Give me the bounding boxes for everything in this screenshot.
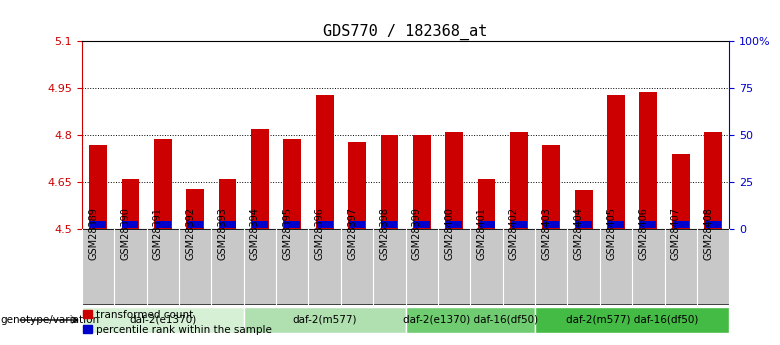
Text: GSM28398: GSM28398: [379, 207, 389, 259]
Text: GDS770 / 182368_at: GDS770 / 182368_at: [324, 23, 488, 40]
Bar: [576, 221, 592, 228]
Bar: [90, 221, 106, 228]
Bar: [218, 179, 236, 229]
Text: GSM28399: GSM28399: [412, 207, 422, 259]
Bar: [511, 221, 527, 228]
Bar: [542, 145, 560, 229]
Bar: [122, 179, 140, 229]
Text: GSM28391: GSM28391: [153, 207, 163, 259]
Legend: transformed count, percentile rank within the sample: transformed count, percentile rank withi…: [80, 306, 276, 339]
Text: GSM28401: GSM28401: [477, 207, 487, 259]
Bar: [89, 145, 107, 229]
Bar: [413, 136, 431, 229]
Bar: [187, 221, 204, 228]
Bar: [317, 221, 333, 228]
Bar: [82, 307, 243, 333]
Bar: [251, 129, 269, 229]
Bar: [284, 221, 300, 228]
Bar: [607, 95, 625, 229]
Text: GSM28408: GSM28408: [703, 207, 713, 259]
Bar: [478, 221, 495, 228]
Bar: [640, 91, 658, 229]
Bar: [186, 189, 204, 229]
Bar: [535, 307, 729, 333]
Text: GSM28392: GSM28392: [185, 207, 195, 260]
Text: GSM28407: GSM28407: [671, 207, 681, 260]
Bar: [477, 179, 495, 229]
Bar: [575, 190, 593, 229]
Bar: [704, 132, 722, 229]
Bar: [543, 221, 559, 228]
Bar: [406, 307, 535, 333]
Bar: [705, 221, 722, 228]
Text: GSM28403: GSM28403: [541, 207, 551, 259]
Bar: [640, 221, 657, 228]
Text: GSM28395: GSM28395: [282, 207, 292, 260]
Bar: [349, 221, 365, 228]
Bar: [348, 142, 366, 229]
Bar: [252, 221, 268, 228]
Text: genotype/variation: genotype/variation: [1, 315, 100, 325]
Text: daf-2(m577) daf-16(df50): daf-2(m577) daf-16(df50): [566, 315, 698, 325]
Bar: [445, 132, 463, 229]
Text: daf-2(e1370) daf-16(df50): daf-2(e1370) daf-16(df50): [402, 315, 538, 325]
Bar: [672, 221, 689, 228]
Bar: [154, 221, 171, 228]
Text: GSM28400: GSM28400: [444, 207, 454, 259]
Text: GSM28402: GSM28402: [509, 207, 519, 260]
Bar: [672, 154, 690, 229]
Bar: [446, 221, 463, 228]
Text: daf-2(m577): daf-2(m577): [292, 315, 357, 325]
Text: daf-2(e1370): daf-2(e1370): [129, 315, 197, 325]
Bar: [381, 136, 399, 229]
Text: GSM28404: GSM28404: [573, 207, 583, 259]
Bar: [122, 221, 139, 228]
Bar: [608, 221, 624, 228]
Text: GSM28397: GSM28397: [347, 207, 357, 260]
Bar: [283, 139, 301, 229]
Text: GSM28393: GSM28393: [218, 207, 228, 259]
Text: GSM28389: GSM28389: [88, 207, 98, 259]
Text: GSM28406: GSM28406: [638, 207, 648, 259]
Bar: [154, 139, 172, 229]
Bar: [219, 221, 236, 228]
Text: GSM28394: GSM28394: [250, 207, 260, 259]
Bar: [413, 221, 430, 228]
Bar: [316, 95, 334, 229]
Text: GSM28405: GSM28405: [606, 207, 616, 260]
Text: GSM28396: GSM28396: [314, 207, 324, 259]
Bar: [510, 132, 528, 229]
Text: GSM28390: GSM28390: [120, 207, 130, 259]
Bar: [381, 221, 398, 228]
Bar: [243, 307, 406, 333]
